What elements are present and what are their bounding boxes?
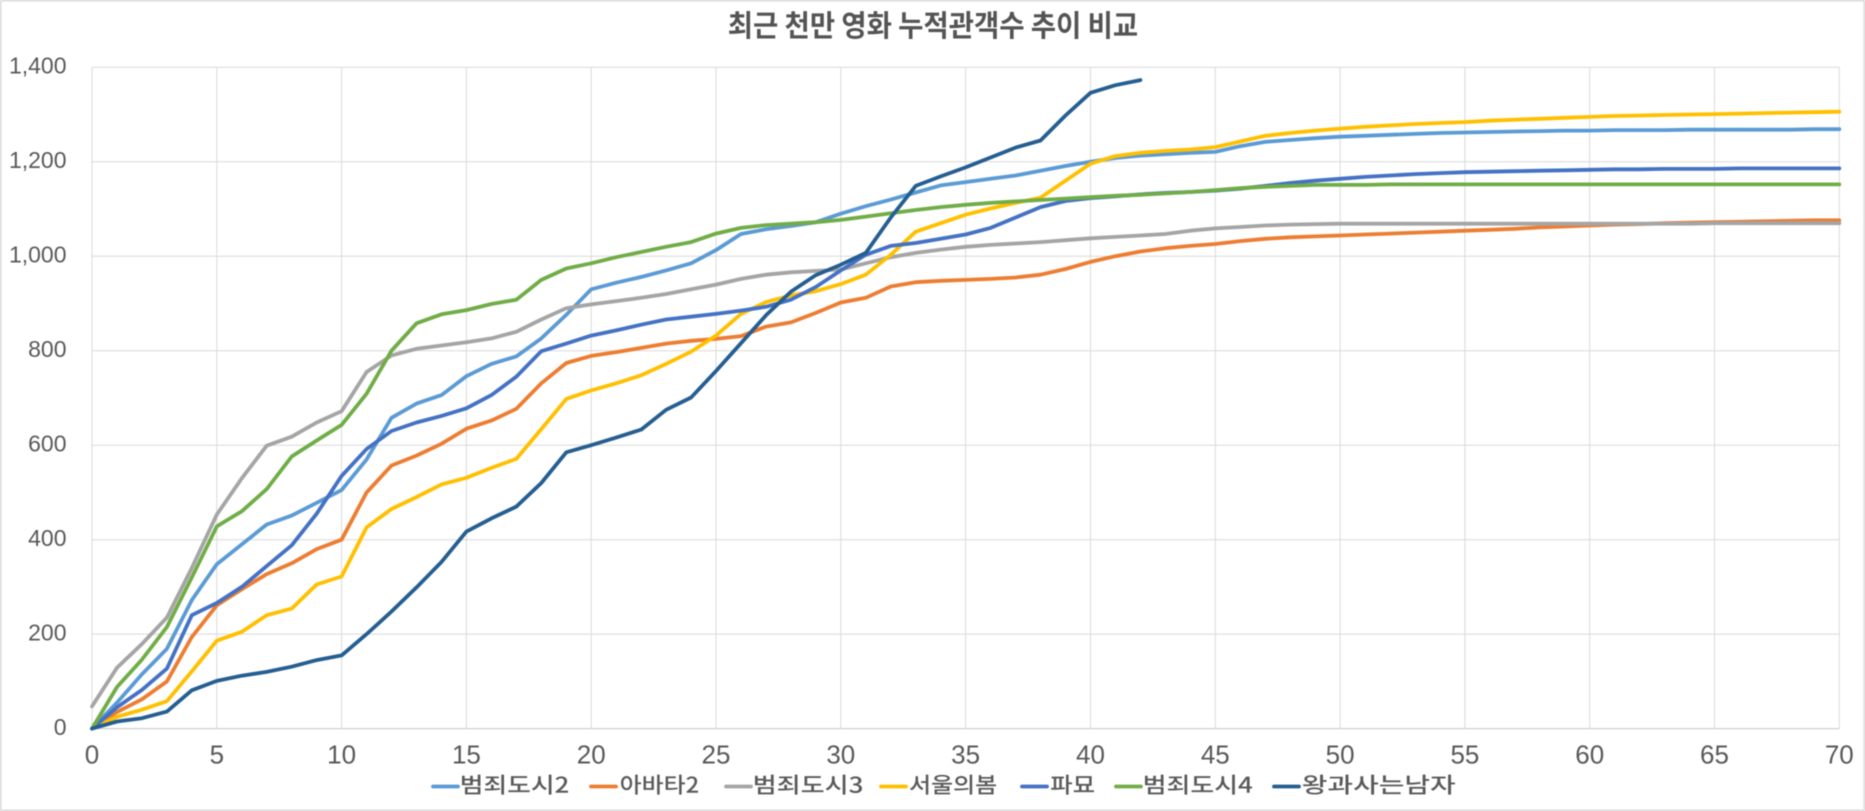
- svg-text:70: 70: [1825, 739, 1854, 769]
- svg-text:45: 45: [1201, 739, 1230, 769]
- svg-text:1,200: 1,200: [9, 147, 67, 173]
- svg-text:600: 600: [28, 431, 66, 457]
- svg-text:0: 0: [85, 739, 99, 769]
- svg-text:10: 10: [327, 739, 356, 769]
- svg-text:50: 50: [1326, 739, 1355, 769]
- svg-text:60: 60: [1575, 739, 1604, 769]
- svg-text:5: 5: [210, 739, 224, 769]
- svg-text:25: 25: [702, 739, 731, 769]
- svg-text:800: 800: [28, 336, 66, 362]
- svg-text:400: 400: [28, 525, 66, 551]
- svg-text:200: 200: [28, 620, 66, 646]
- svg-text:35: 35: [951, 739, 980, 769]
- svg-text:1,000: 1,000: [9, 242, 67, 268]
- svg-text:65: 65: [1700, 739, 1729, 769]
- svg-text:20: 20: [577, 739, 606, 769]
- svg-text:55: 55: [1450, 739, 1479, 769]
- svg-text:1,400: 1,400: [9, 53, 67, 79]
- svg-text:15: 15: [452, 739, 481, 769]
- svg-text:30: 30: [826, 739, 855, 769]
- svg-text:40: 40: [1076, 739, 1105, 769]
- svg-text:0: 0: [54, 714, 67, 740]
